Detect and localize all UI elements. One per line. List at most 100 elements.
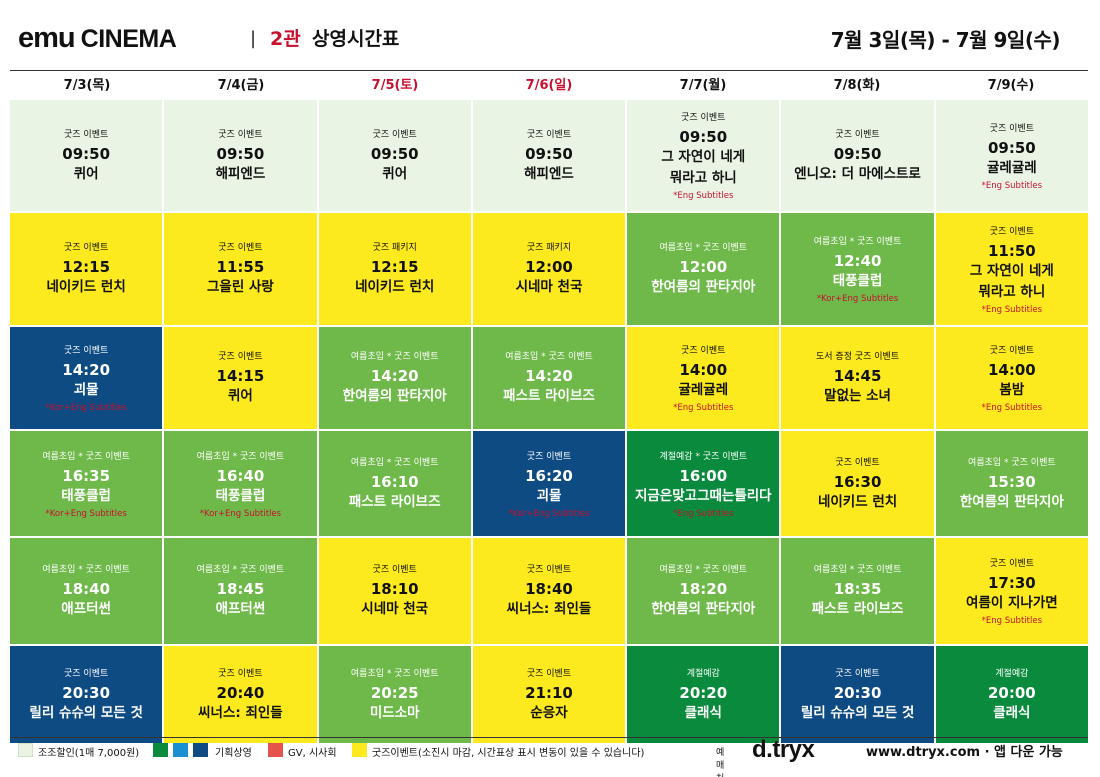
showtime-cell[interactable]: 굿즈 이벤트 14:15 퀴어 bbox=[164, 327, 317, 429]
showtime-cell[interactable]: 굿즈 이벤트 18:40 씨너스: 죄인들 bbox=[472, 538, 626, 644]
movie-title: 릴리 슈슈의 모든 것 bbox=[800, 704, 915, 721]
legend-swatch-blue bbox=[173, 743, 188, 757]
brand-cinema: CINEMA bbox=[80, 25, 177, 53]
showtime-cell[interactable]: 굿즈 이벤트 16:20 괴물 *Kor+Eng Subtitles bbox=[472, 431, 626, 536]
showtime-cell[interactable]: 굿즈 이벤트 09:50 귤레귤레 *Eng Subtitles bbox=[935, 100, 1088, 211]
showtime-cell[interactable]: 굿즈 패키지 12:15 네이키드 런치 bbox=[318, 213, 471, 325]
showtime-cell[interactable]: 굿즈 패키지 12:00 시네마 천국 bbox=[472, 213, 626, 325]
showtime-cell[interactable]: 여름초입 * 굿즈 이벤트 16:40 태풍클럽 *Kor+Eng Subtitles bbox=[164, 431, 317, 536]
movie-title: 말없는 소녀 bbox=[824, 388, 891, 404]
showtime-cell[interactable]: 굿즈 이벤트 09:50 해피엔드 bbox=[472, 100, 626, 211]
showtime: 09:50 bbox=[62, 144, 111, 163]
showtime-cell[interactable]: 굿즈 이벤트 16:30 네이키드 런치 bbox=[781, 431, 934, 536]
showtime: 11:50 bbox=[987, 241, 1036, 260]
legend-swatch-gv bbox=[268, 743, 283, 757]
showtime-cell[interactable]: 계절예감 20:20 클래식 bbox=[627, 646, 780, 743]
movie-title: 한여름의 판타지아 bbox=[651, 601, 756, 617]
bottom-divider bbox=[10, 737, 1088, 738]
showtime-cell[interactable]: 굿즈 이벤트 20:30 릴리 슈슈의 모든 것 bbox=[781, 646, 934, 743]
legend-gv-label: GV, 시사회 bbox=[288, 748, 337, 759]
movie-title: 네이키드 런치 bbox=[355, 279, 435, 295]
showtime-cell[interactable]: 여름초입 * 굿즈 이벤트 12:00 한여름의 판타지아 bbox=[627, 213, 780, 325]
movie-title: 씨너스: 죄인들 bbox=[506, 601, 592, 617]
showtime: 09:50 bbox=[833, 144, 882, 163]
showtime-cell[interactable]: 여름초입 * 굿즈 이벤트 14:20 패스트 라이브즈 bbox=[472, 327, 626, 429]
event-tag: 굿즈 이벤트 bbox=[64, 129, 109, 140]
subtitle-note: *Kor+Eng Subtitles bbox=[199, 508, 282, 519]
event-tag: 굿즈 이벤트 bbox=[681, 346, 726, 356]
legend-swatch-dark-green bbox=[153, 743, 168, 757]
showtime-cell[interactable]: 계절예감 20:00 클래식 bbox=[935, 646, 1088, 743]
event-tag: 굿즈 이벤트 bbox=[526, 668, 572, 679]
schedule-grid: 굿즈 이벤트 09:50 퀴어 굿즈 이벤트 09:50 해피엔드 굿즈 이벤트 09:50 퀴… bbox=[10, 100, 1088, 743]
showtime-cell[interactable]: 여름초입 * 굿즈 이벤트 18:45 애프터썬 bbox=[164, 538, 317, 644]
event-tag: 여름초입 * 굿즈 이벤트 bbox=[505, 352, 593, 362]
showtime-cell[interactable]: 굿즈 이벤트 17:30 여름이 지나가면 *Eng Subtitles bbox=[935, 538, 1088, 644]
movie-title: 뭐라고 하니 bbox=[669, 170, 737, 186]
showtime: 12:00 bbox=[679, 258, 728, 276]
movie-title: 퀴어 bbox=[382, 165, 408, 182]
showtime-cell[interactable]: 여름초입 * 굿즈 이벤트 12:40 태풍클럽 *Kor+Eng Subtitles bbox=[781, 213, 934, 325]
subtitle-note: *Kor+Eng Subtitles bbox=[45, 403, 127, 413]
showtime-cell[interactable]: 굿즈 이벤트 11:55 그을린 사랑 bbox=[164, 213, 317, 325]
subtitle-note: *Eng Subtitles bbox=[673, 508, 734, 519]
showtime-cell[interactable]: 여름초입 * 굿즈 이벤트 20:25 미드소마 bbox=[318, 646, 471, 743]
showtime: 21:10 bbox=[525, 683, 573, 702]
showtime-cell[interactable]: 여름초입 * 굿즈 이벤트 16:35 태풍클럽 *Kor+Eng Subtitles bbox=[10, 431, 163, 536]
event-tag: 굿즈 이벤트 bbox=[218, 243, 263, 253]
showtime-cell[interactable]: 굿즈 이벤트 09:50 퀴어 bbox=[318, 100, 471, 211]
showtime: 12:40 bbox=[833, 252, 882, 270]
showtime-cell[interactable]: 계절예감 * 굿즈 이벤트 16:00 지금은맞고그때는틀리다 *Eng Subtit… bbox=[627, 431, 780, 536]
movie-title: 순응자 bbox=[530, 704, 568, 721]
showtime-cell[interactable]: 굿즈 이벤트 20:30 릴리 슈슈의 모든 것 bbox=[10, 646, 163, 743]
showtime: 14:00 bbox=[679, 361, 728, 379]
event-tag: 굿즈 이벤트 bbox=[989, 123, 1034, 134]
showtime-cell[interactable]: 굿즈 이벤트 12:15 네이키드 런치 bbox=[10, 213, 163, 325]
event-tag: 여름초입 * 굿즈 이벤트 bbox=[659, 565, 748, 575]
showtime-cell[interactable]: 굿즈 이벤트 14:20 괴물 *Kor+Eng Subtitles bbox=[10, 327, 163, 429]
showtime-cell[interactable]: 굿즈 이벤트 09:50 해피엔드 bbox=[164, 100, 317, 211]
showtime-cell[interactable]: 여름초입 * 굿즈 이벤트 18:35 패스트 라이브즈 bbox=[781, 538, 934, 644]
showtime-cell[interactable]: 굿즈 이벤트 09:50 엔니오: 더 마에스트로 bbox=[781, 100, 934, 211]
showtime: 09:50 bbox=[370, 144, 419, 163]
booking-site-link[interactable]: www.dtryx.com · 앱 다운 가능 bbox=[866, 745, 1063, 760]
showtime-cell[interactable]: 굿즈 이벤트 18:10 시네마 천국 bbox=[318, 538, 471, 644]
legend-swatch-navy bbox=[193, 743, 208, 757]
showtime: 18:35 bbox=[833, 580, 882, 598]
showtime-cell[interactable]: 여름초입 * 굿즈 이벤트 14:20 한여름의 판타지아 bbox=[318, 327, 471, 429]
day-header: 7/5(토) bbox=[371, 78, 419, 93]
movie-title: 네이키드 런치 bbox=[817, 493, 898, 510]
showtime: 14:15 bbox=[216, 367, 265, 385]
showtime-cell[interactable]: 굿즈 이벤트 14:00 봄밤 *Eng Subtitles bbox=[935, 327, 1088, 429]
showtime-cell[interactable]: 여름초입 * 굿즈 이벤트 16:10 패스트 라이브즈 bbox=[318, 431, 471, 536]
movie-title: 여름이 지나가면 bbox=[966, 595, 1058, 611]
showtime-cell[interactable]: 도서 증정 굿즈 이벤트 14:45 말없는 소녀 bbox=[781, 327, 934, 429]
subtitle-note: *Eng Subtitles bbox=[981, 180, 1043, 191]
booking-label: 예매처 bbox=[716, 748, 725, 777]
showtime-cell[interactable]: 여름초입 * 굿즈 이벤트 18:40 애프터썬 bbox=[10, 538, 163, 644]
legend-special-label: 기획상영 bbox=[215, 748, 252, 759]
event-tag: 여름초입 * 굿즈 이벤트 bbox=[813, 237, 902, 247]
showtime: 16:10 bbox=[370, 472, 419, 491]
movie-title: 네이키드 런치 bbox=[46, 279, 126, 295]
showtime-cell[interactable]: 여름초입 * 굿즈 이벤트 18:20 한여름의 판타지아 bbox=[627, 538, 780, 644]
subtitle-note: *Eng Subtitles bbox=[673, 403, 734, 413]
showtime-cell[interactable]: 굿즈 이벤트 20:40 씨너스: 죄인들 bbox=[164, 646, 317, 743]
day-header: 7/4(금) bbox=[217, 78, 265, 93]
showtime-cell[interactable]: 굿즈 이벤트 21:10 순응자 bbox=[472, 646, 626, 743]
movie-title: 한여름의 판타지아 bbox=[342, 388, 447, 404]
showtime-cell[interactable]: 굿즈 이벤트 11:50 그 자연이 네게 뭐라고 하니 *Eng Subtitles bbox=[935, 213, 1088, 325]
event-tag: 굿즈 이벤트 bbox=[218, 668, 263, 679]
page-header: emu CINEMA | 2관 상영시간표 7월 3일(목) - 7월 9일(수) bbox=[18, 22, 1061, 56]
showtime: 16:30 bbox=[833, 472, 882, 491]
movie-title: 괴물 bbox=[536, 487, 562, 504]
showtime: 12:15 bbox=[370, 258, 419, 276]
movie-title: 릴리 슈슈의 모든 것 bbox=[29, 704, 143, 721]
showtime-cell[interactable]: 굿즈 이벤트 09:50 그 자연이 네게 뭐라고 하니 *Eng Subtitles bbox=[627, 100, 780, 211]
showtime: 09:50 bbox=[525, 144, 573, 163]
event-tag: 굿즈 이벤트 bbox=[835, 668, 880, 679]
showtime-cell[interactable]: 굿즈 이벤트 14:00 귤레귤레 *Eng Subtitles bbox=[627, 327, 780, 429]
showtime-cell[interactable]: 굿즈 이벤트 09:50 퀴어 bbox=[10, 100, 163, 211]
event-tag: 굿즈 이벤트 bbox=[218, 352, 263, 362]
showtime-cell[interactable]: 여름초입 * 굿즈 이벤트 15:30 한여름의 판타지아 bbox=[935, 431, 1088, 536]
